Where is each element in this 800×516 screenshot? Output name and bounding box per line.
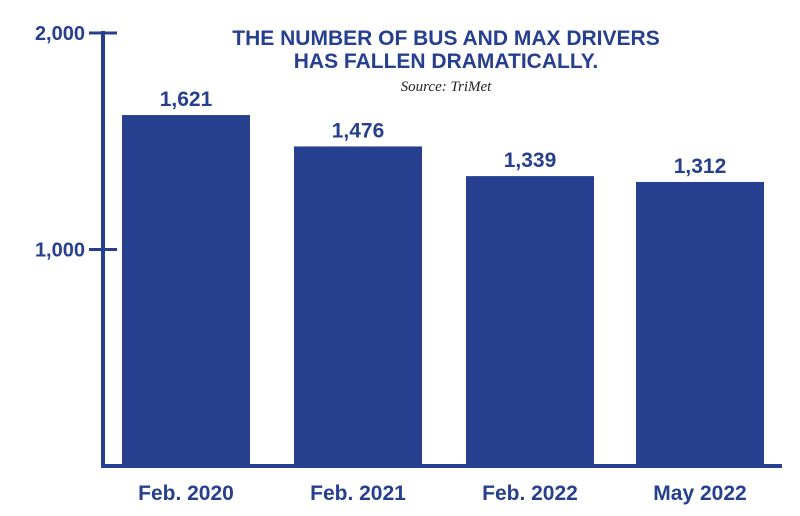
- y-tick-label: 1,000: [35, 240, 85, 262]
- y-tick-label: 2,000: [35, 23, 85, 45]
- bar-value-label: 1,339: [504, 149, 557, 172]
- bar: [122, 115, 250, 466]
- x-category-label: Feb. 2022: [482, 482, 578, 505]
- bar: [466, 176, 594, 466]
- x-category-label: Feb. 2020: [138, 482, 234, 505]
- chart-title-line-1: THE NUMBER OF BUS AND MAX DRIVERS: [232, 27, 659, 50]
- bar-layer: [122, 115, 764, 467]
- bar: [294, 146, 422, 467]
- x-category-label: Feb. 2021: [310, 482, 406, 505]
- chart-title: THE NUMBER OF BUS AND MAX DRIVERS HAS FA…: [232, 27, 659, 73]
- bar-value-label: 1,312: [674, 155, 727, 178]
- x-category-label: May 2022: [653, 482, 746, 505]
- bar: [636, 181, 764, 466]
- chart-source-note: Source: TriMet: [401, 79, 493, 95]
- chart-title-line-2: HAS FALLEN DRAMATICALLY.: [294, 50, 599, 73]
- bar-value-label: 1,621: [160, 88, 213, 111]
- label-layer: 1,621 Feb. 2020 1,476 Feb. 2021 1,339 Feb. 20…: [138, 88, 747, 505]
- bar-value-label: 1,476: [332, 119, 385, 142]
